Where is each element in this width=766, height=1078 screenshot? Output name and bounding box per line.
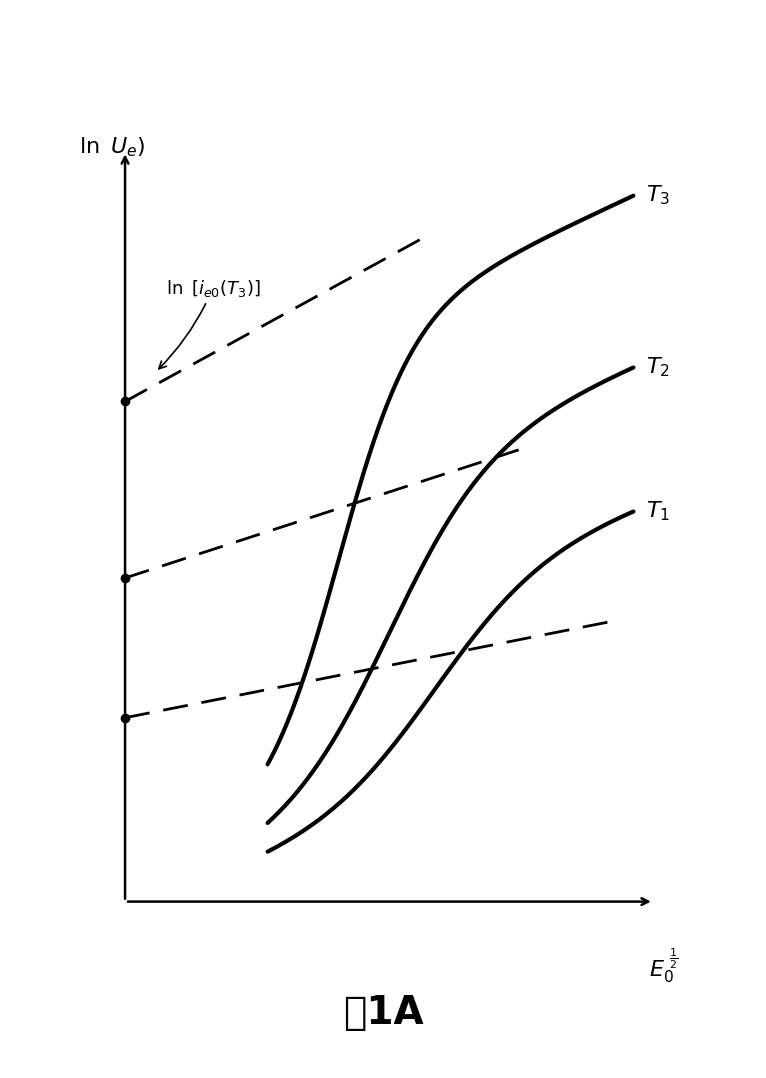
Text: $T_3$: $T_3$	[647, 184, 670, 207]
Text: $T_1$: $T_1$	[647, 500, 670, 523]
Text: $T_2$: $T_2$	[647, 356, 670, 379]
Text: 图1A: 图1A	[342, 994, 424, 1033]
Text: $\ln\ [i_{e0}(T_3)]$: $\ln\ [i_{e0}(T_3)]$	[159, 277, 260, 369]
Text: $E_0^{\ \frac{1}{2}}$: $E_0^{\ \frac{1}{2}}$	[649, 945, 679, 984]
Text: $\ln\ U_e)$: $\ln\ U_e)$	[80, 135, 146, 158]
